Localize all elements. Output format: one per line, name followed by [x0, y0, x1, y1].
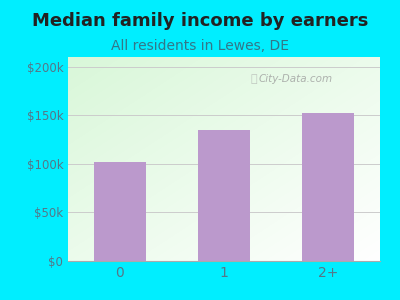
Bar [198, 130, 250, 261]
Text: All residents in Lewes, DE: All residents in Lewes, DE [111, 40, 289, 53]
Text: City-Data.com: City-Data.com [259, 74, 333, 84]
Bar [94, 162, 146, 261]
Text: Median family income by earners: Median family income by earners [32, 12, 368, 30]
Text: Ⓠ: Ⓠ [250, 74, 257, 84]
Bar [302, 113, 354, 261]
